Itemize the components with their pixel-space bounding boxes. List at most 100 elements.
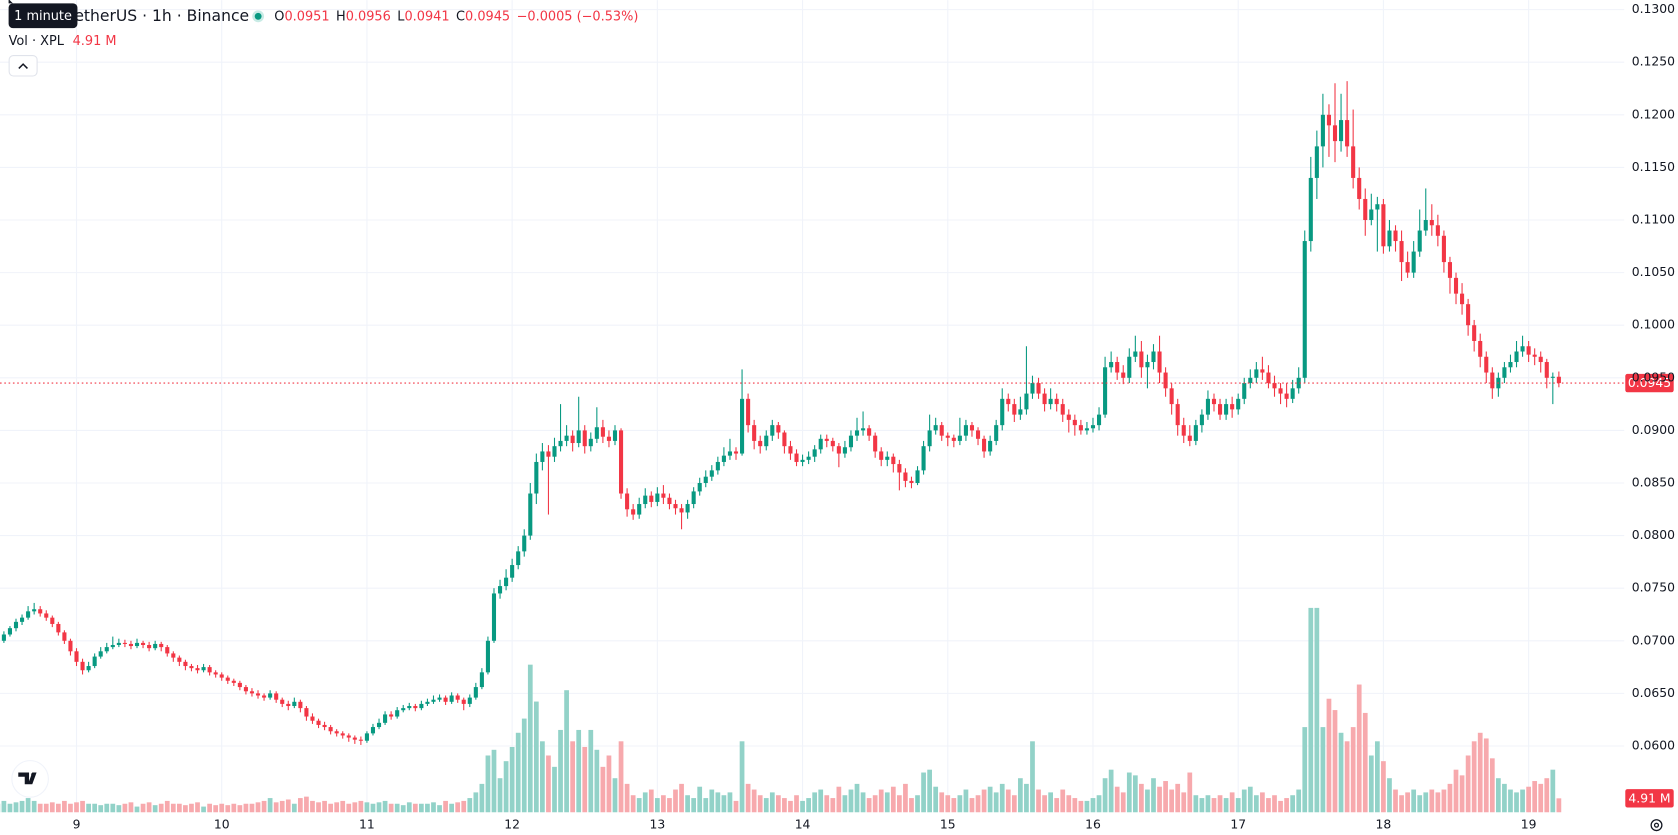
volume-bar — [491, 749, 497, 813]
settings-gear[interactable] — [1650, 819, 1663, 832]
candle-body — [1109, 362, 1114, 368]
volume-bar — [993, 792, 999, 813]
candle-body — [606, 436, 611, 441]
candle-body — [1103, 367, 1108, 415]
candle-body — [733, 451, 739, 454]
volume-bar — [533, 701, 539, 813]
candle-body — [286, 703, 291, 707]
overlay: 0.0945 4.91 M — [0, 373, 1674, 808]
x-tick-label: 13 — [649, 818, 665, 832]
ohlc-value: 0.0956 — [346, 9, 391, 24]
candle-body — [80, 661, 85, 671]
volume-bar — [648, 789, 654, 813]
candle-body — [1248, 377, 1253, 384]
settings-button[interactable] — [1650, 819, 1663, 832]
volume-bar — [763, 798, 769, 813]
candle-body — [153, 643, 158, 649]
volume-bar — [788, 800, 793, 813]
volume-bar — [775, 795, 781, 813]
logo-dot[interactable] — [31, 772, 36, 777]
candle-body — [1526, 346, 1531, 355]
collapse-button-box[interactable] — [8, 55, 38, 77]
ohlc-value: 0.0941 — [404, 9, 449, 24]
candle-body — [740, 398, 745, 454]
volume-bar — [1126, 772, 1132, 813]
candle-body — [219, 674, 224, 678]
y-tick-label: 0.1100 — [1632, 213, 1675, 227]
volume-bar — [1320, 727, 1326, 813]
logo[interactable] — [11, 760, 49, 798]
volume-bar — [969, 798, 975, 813]
collapse-icon[interactable] — [18, 63, 28, 69]
candle-body — [655, 493, 660, 502]
candle-body — [903, 472, 908, 481]
volume-bar — [878, 789, 884, 813]
candle-body — [334, 731, 339, 734]
candle-body — [1042, 393, 1047, 405]
volume-bar — [279, 800, 285, 813]
volume-bar — [128, 802, 134, 813]
candle-body — [292, 701, 297, 707]
volume-bar — [261, 800, 267, 813]
volume-bar — [195, 802, 200, 813]
candle-body — [534, 461, 539, 494]
candle-body — [915, 470, 920, 483]
volume-bar — [1387, 778, 1392, 813]
volume-bar — [298, 798, 303, 813]
candle-body — [50, 617, 55, 624]
candle-body — [1090, 425, 1096, 429]
y-tick-label: 0.0650 — [1632, 686, 1675, 700]
volume-bar — [1284, 798, 1289, 813]
candle-body — [1169, 388, 1174, 405]
volume-bar — [1296, 789, 1302, 813]
volume-bar — [1350, 727, 1356, 813]
volume-bar — [654, 798, 660, 813]
volume-tag-label: 4.91 M — [1628, 791, 1670, 805]
candle-body — [1514, 351, 1519, 363]
candle-body — [752, 425, 757, 441]
settings-gear-center[interactable] — [1653, 822, 1660, 828]
volume-bar — [1441, 789, 1447, 813]
volume-bar — [866, 798, 872, 813]
candle-body — [268, 693, 273, 698]
volume-bar — [1520, 789, 1525, 813]
candle-body — [576, 430, 581, 444]
volume-bar — [267, 798, 273, 813]
volume-bars — [0, 607, 1562, 813]
candle-body — [909, 480, 914, 483]
candle-body — [1054, 398, 1059, 405]
volume-bar — [951, 798, 957, 813]
x-tick-label: 10 — [214, 818, 230, 832]
candle-body — [243, 687, 248, 692]
collapse-button[interactable] — [8, 55, 38, 77]
candle-body — [1115, 362, 1120, 373]
volume-bar — [310, 800, 315, 813]
candle-body — [1460, 293, 1465, 305]
candle-body — [600, 427, 605, 437]
candle-body — [340, 733, 345, 736]
candle-body — [945, 435, 950, 438]
x-tick-label: 11 — [359, 818, 375, 832]
volume-bar — [225, 805, 231, 813]
candle-body — [703, 476, 708, 483]
volume-bar — [152, 805, 158, 813]
candle-body — [1453, 277, 1459, 294]
volume-bar — [431, 802, 436, 813]
y-tick-label: 0.1000 — [1632, 318, 1675, 332]
candle-body — [322, 724, 327, 728]
volume-bar — [7, 803, 13, 813]
candle-body — [1121, 372, 1126, 378]
candle-body — [177, 657, 182, 662]
volume-bar — [739, 741, 745, 813]
candle-body — [479, 672, 484, 688]
y-tick-label: 0.1300 — [1632, 2, 1675, 16]
candle-body — [788, 446, 793, 454]
volume-bar — [890, 786, 896, 813]
ohlc-legend: O0.0951 H0.0956 L0.0941 C0.0945 −0.0005 (−0.… — [274, 9, 638, 24]
candle-body — [1423, 220, 1428, 231]
candle-body — [1447, 262, 1453, 278]
candle-body — [56, 623, 61, 633]
candle-body — [1018, 409, 1023, 415]
candle-body — [963, 425, 968, 436]
candle-body — [1242, 383, 1247, 399]
